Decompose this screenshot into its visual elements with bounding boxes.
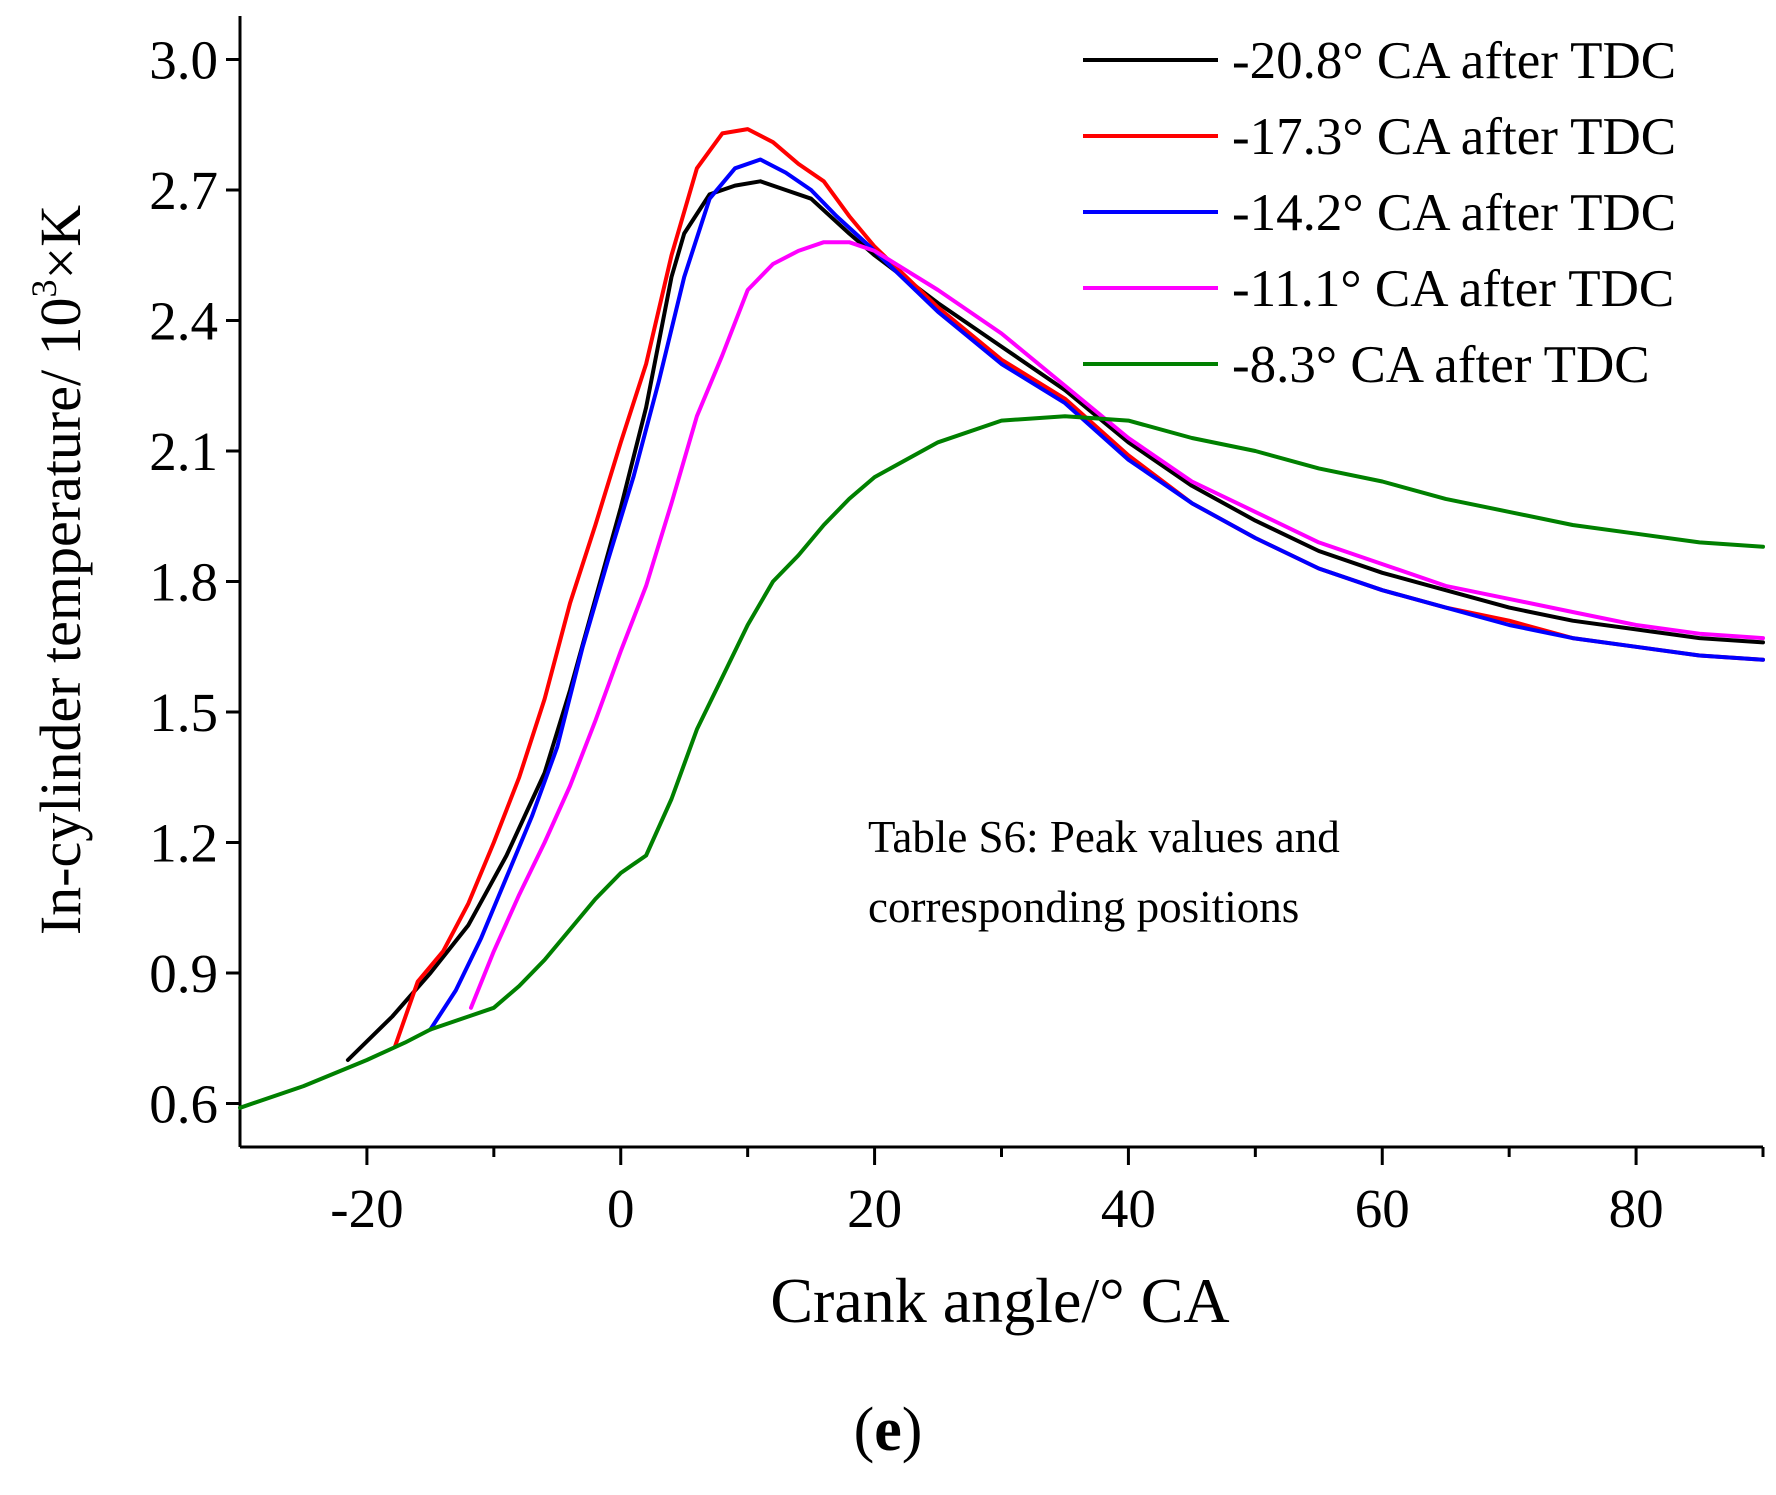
y-tick-label: 2.1	[149, 421, 218, 482]
y-tick-label: 2.4	[149, 291, 218, 352]
series-line-5	[238, 414, 1765, 1110]
y-tick-label: 1.2	[149, 813, 218, 874]
annotation-line-1: Table S6: Peak values and	[868, 812, 1340, 862]
series-layer	[238, 127, 1765, 1110]
annotation-line-2: corresponding positions	[868, 882, 1299, 932]
y-tick-label: 1.5	[149, 682, 218, 743]
y-axis-label-main: In-cylinder temperature/ 10	[28, 297, 93, 935]
y-axis-label-tail: ×K	[28, 205, 93, 280]
y-tick-label: 2.7	[149, 160, 218, 221]
y-tick-label: 0.9	[149, 943, 218, 1004]
x-axis-label: Crank angle/° CA	[770, 1265, 1229, 1336]
y-axis-label: In-cylinder temperature/ 103×K	[24, 205, 93, 935]
x-tick-label: 60	[1355, 1178, 1410, 1239]
panel-label-open: (	[854, 1396, 875, 1464]
series-line-3	[428, 157, 1765, 1032]
panel-label: (e)	[854, 1396, 923, 1464]
series-line-4	[469, 240, 1765, 1010]
legend-label-1: -20.8° CA after TDC	[1232, 32, 1676, 90]
panel-label-letter: e	[874, 1396, 902, 1464]
x-ticks: -20 0 20 40 60 80	[330, 1147, 1765, 1239]
panel-label-close: )	[902, 1396, 923, 1464]
y-ticks: 0.6 0.9 1.2 1.5 1.8 2.1 2.4 2.7 3.0	[149, 30, 240, 1135]
y-tick-label: 3.0	[149, 30, 218, 91]
legend: -20.8° CA after TDC -17.3° CA after TDC -1…	[1083, 32, 1676, 394]
series-line-1	[345, 179, 1765, 1062]
y-tick-label: 0.6	[149, 1074, 218, 1135]
legend-label-4: -11.1° CA after TDC	[1232, 260, 1674, 318]
x-tick-label: 80	[1609, 1178, 1664, 1239]
x-tick-label: 20	[847, 1178, 902, 1239]
x-tick-label: 0	[607, 1178, 635, 1239]
y-tick-label: 1.8	[149, 552, 218, 613]
legend-label-3: -14.2° CA after TDC	[1232, 184, 1676, 242]
legend-label-2: -17.3° CA after TDC	[1232, 108, 1676, 166]
x-tick-label: -20	[330, 1178, 403, 1239]
x-tick-label: 40	[1101, 1178, 1156, 1239]
y-axis-label-sup: 3	[24, 279, 64, 297]
legend-label-5: -8.3° CA after TDC	[1232, 336, 1650, 394]
